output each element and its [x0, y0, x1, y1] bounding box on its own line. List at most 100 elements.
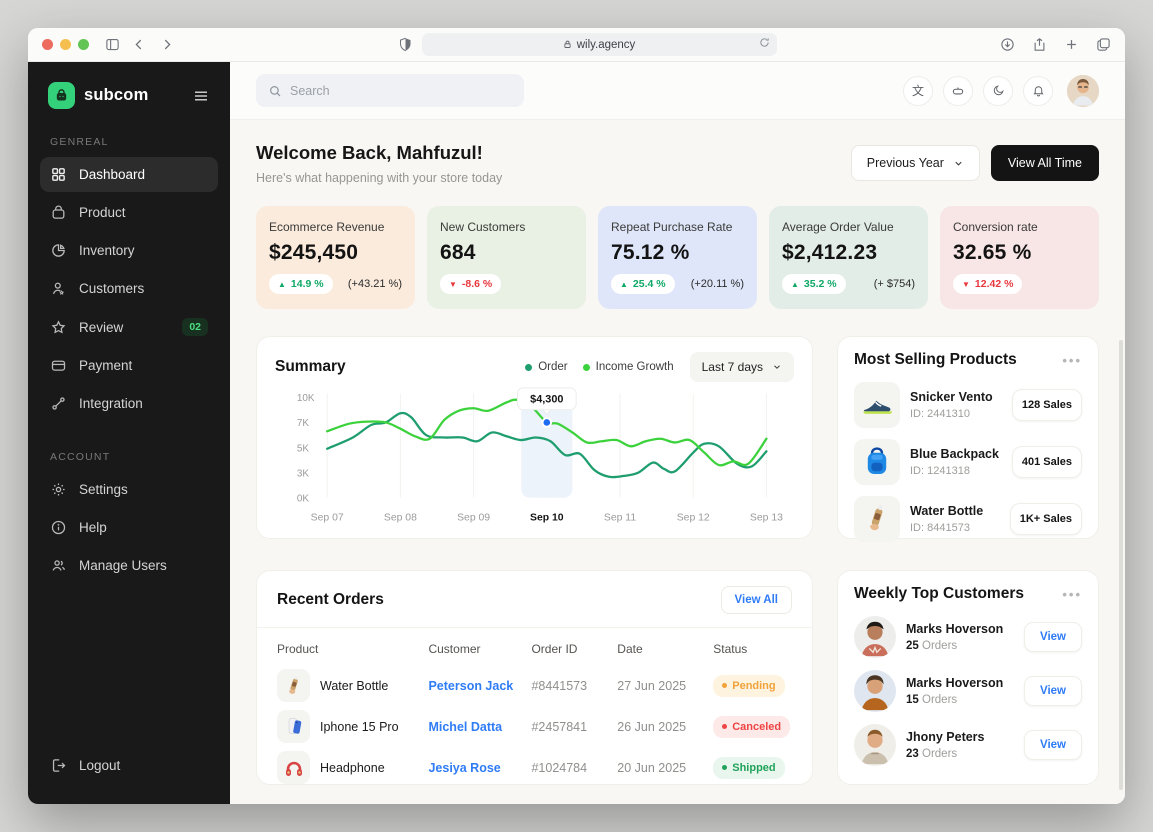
view-all-time-button[interactable]: View All Time	[990, 145, 1099, 181]
sidebar-item-help[interactable]: Help	[40, 510, 218, 545]
product-list-item[interactable]: Water Bottle ID: 8441573 1K+ Sales	[854, 496, 1082, 542]
browser-chrome: wily.agency	[28, 28, 1125, 62]
user-avatar[interactable]	[1067, 74, 1099, 107]
summary-title: Summary	[275, 358, 346, 375]
svg-text:Sep 13: Sep 13	[750, 512, 783, 523]
svg-text:Sep 11: Sep 11	[604, 512, 636, 523]
product-list-item[interactable]: Blue Backpack ID: 1241318 401 Sales	[854, 439, 1082, 485]
stat-secondary-change: (+ $754)	[873, 278, 915, 290]
more-menu-icon[interactable]: •••	[1062, 352, 1082, 368]
column-header: Order ID	[531, 642, 578, 656]
notifications-bell-icon[interactable]	[1023, 75, 1053, 106]
stat-value: 75.12 %	[611, 241, 690, 264]
sales-count-button[interactable]: 1K+ Sales	[1009, 503, 1082, 535]
pie-chart-icon	[50, 242, 67, 259]
sidebar-item-label: Payment	[79, 358, 133, 373]
customer-name: Jhony Peters	[906, 730, 985, 744]
order-date: 26 Jun 2025	[617, 719, 687, 734]
share-icon[interactable]	[1032, 37, 1047, 52]
customer-link[interactable]: Peterson Jack	[428, 678, 514, 693]
close-window-button[interactable]	[42, 39, 53, 50]
customer-person-icon	[50, 280, 67, 297]
sidebar-item-product[interactable]: Product	[40, 195, 218, 230]
stat-value: $2,412.23	[782, 241, 878, 264]
sidebar-item-label: Inventory	[79, 243, 135, 258]
stat-value: 32.65 %	[953, 241, 1032, 264]
customer-order-count: 15	[906, 694, 919, 706]
brand: subcom	[40, 80, 218, 109]
customer-name: Marks Hoverson	[906, 676, 1004, 690]
review-count-badge: 02	[182, 318, 208, 336]
dark-mode-moon-icon[interactable]	[983, 75, 1013, 106]
sidebar-item-dashboard[interactable]: Dashboard	[40, 157, 218, 192]
sidebar-item-manage-users[interactable]: Manage Users	[40, 548, 218, 583]
browser-window: wily.agency subcom GENREAL Dashboard	[28, 28, 1125, 804]
customer-link[interactable]: Jesiya Rose	[428, 760, 501, 775]
order-date: 27 Jun 2025	[617, 678, 687, 693]
view-customer-button[interactable]: View	[1024, 622, 1082, 652]
customer-order-count: 25	[906, 640, 919, 652]
range-dropdown[interactable]: Last 7 days	[689, 352, 794, 382]
wallet-icon[interactable]	[943, 75, 973, 106]
sales-count-button[interactable]: 128 Sales	[1011, 389, 1082, 421]
product-name: Water Bottle	[910, 504, 984, 518]
sidebar-item-inventory[interactable]: Inventory	[40, 233, 218, 268]
status-badge: Shipped	[713, 756, 785, 779]
trend-arrow-icon	[449, 278, 457, 290]
search-input[interactable]	[290, 83, 512, 98]
product-id: ID: 2441310	[910, 408, 970, 420]
sidebar-item-label: Manage Users	[79, 558, 167, 573]
language-translate-icon[interactable]: 文	[903, 75, 933, 106]
forward-button[interactable]	[159, 37, 174, 52]
product-list-item[interactable]: Snicker Vento ID: 2441310 128 Sales	[854, 382, 1082, 428]
order-table-row[interactable]: Headphone Jesiya Rose #1024784 20 Jun 20…	[277, 747, 792, 788]
search-bar[interactable]	[256, 74, 524, 107]
chevron-down-icon	[955, 161, 962, 166]
stat-change-badge: 35.2 %	[782, 274, 846, 294]
view-customer-button[interactable]: View	[1024, 730, 1082, 760]
more-menu-icon[interactable]: •••	[1062, 586, 1082, 602]
sidebar-item-integration[interactable]: Integration	[40, 386, 218, 421]
address-bar[interactable]: wily.agency	[421, 33, 777, 56]
sales-count-button[interactable]: 401 Sales	[1011, 446, 1082, 478]
page-title: Welcome Back, Mahfuzul!	[256, 142, 483, 163]
downloads-icon[interactable]	[1000, 37, 1015, 52]
privacy-shield-icon[interactable]	[398, 37, 413, 52]
customer-link[interactable]: Michel Datta	[428, 719, 503, 734]
legend-item-order: Order	[525, 361, 568, 373]
order-table-row[interactable]: Iphone 15 Pro Michel Datta #2457841 26 J…	[277, 706, 792, 747]
stat-change-badge: 12.42 %	[953, 274, 1023, 294]
stat-card-average-order-value: Average Order Value $2,412.23 35.2 % (+ …	[769, 206, 928, 309]
tab-overview-icon[interactable]	[1096, 37, 1111, 52]
view-customer-button[interactable]: View	[1024, 676, 1082, 706]
back-button[interactable]	[132, 37, 147, 52]
svg-text:Sep 07: Sep 07	[311, 512, 344, 523]
customer-avatar	[854, 670, 896, 712]
stat-value: 684	[440, 241, 476, 264]
reload-icon[interactable]	[759, 37, 770, 51]
sidebar-item-payment[interactable]: Payment	[40, 348, 218, 383]
zoom-window-button[interactable]	[78, 39, 89, 50]
new-tab-icon[interactable]	[1064, 37, 1079, 52]
svg-text:0K: 0K	[297, 493, 310, 504]
scrollbar-thumb[interactable]	[1119, 340, 1123, 790]
sidebar-item-settings[interactable]: Settings	[40, 472, 218, 507]
summary-line-chart[interactable]: 0K 3K 5K 7K 10K Sep 07 Sep 08 Sep 09 Sep 10 Sep 1…	[275, 386, 794, 528]
sidebar-item-review[interactable]: Review 02	[40, 309, 218, 345]
sidebar-item-label: Product	[79, 205, 126, 220]
sidebar-toggle-icon[interactable]	[105, 37, 120, 52]
trend-arrow-icon	[962, 278, 970, 290]
logout-button[interactable]: Logout	[40, 748, 218, 783]
customers-card-title: Weekly Top Customers	[854, 585, 1024, 602]
customer-order-count: 23	[906, 748, 919, 760]
stat-value: $245,450	[269, 241, 359, 264]
view-all-orders-button[interactable]: View All	[720, 586, 792, 614]
period-dropdown[interactable]: Previous Year	[850, 145, 980, 181]
product-name: Snicker Vento	[910, 390, 993, 404]
menu-collapse-icon[interactable]	[192, 87, 210, 105]
minimize-window-button[interactable]	[60, 39, 71, 50]
order-table-row[interactable]: Water Bottle Peterson Jack #8441573 27 J…	[277, 665, 792, 706]
water-bottle-thumb	[277, 669, 310, 702]
order-id: #8441573	[531, 678, 588, 693]
sidebar-item-customers[interactable]: Customers	[40, 271, 218, 306]
